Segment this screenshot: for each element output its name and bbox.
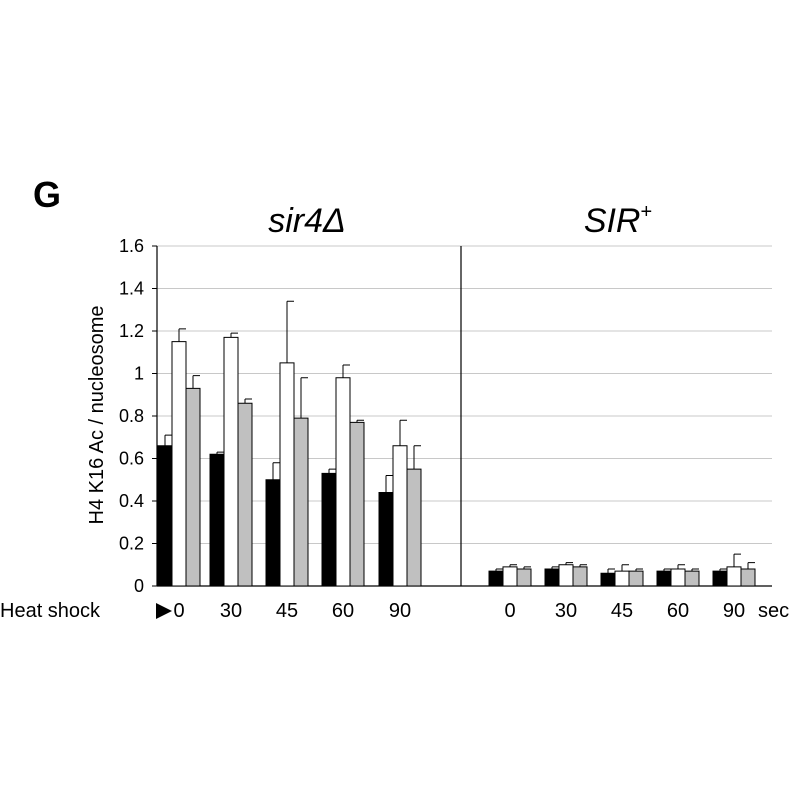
panel-title-sir-plus: SIR+ <box>584 201 652 240</box>
y-tick-label: 0.4 <box>119 491 144 511</box>
heat-shock-label: Heat shock <box>0 600 101 622</box>
category-label: 30 <box>555 600 577 622</box>
bar <box>628 570 644 587</box>
bar <box>726 566 742 587</box>
panel-title-sir4: sir4Δ <box>268 202 346 240</box>
category-label: 30 <box>220 600 242 622</box>
bar <box>335 377 351 587</box>
bar <box>209 453 225 587</box>
bar <box>185 387 201 587</box>
bar <box>265 479 281 587</box>
y-tick-label: 0.8 <box>119 406 144 426</box>
category-label: 0 <box>173 600 184 622</box>
category-label: 0 <box>504 600 515 622</box>
category-label: 90 <box>389 600 411 622</box>
bar <box>670 568 686 587</box>
category-labels: 0 30 45 60 90 0 30 45 60 90 <box>173 600 745 622</box>
bar <box>293 417 309 587</box>
bar <box>392 445 408 587</box>
bar <box>157 445 173 587</box>
bar <box>237 402 253 587</box>
bar <box>488 570 504 587</box>
bar <box>656 570 672 587</box>
bar <box>223 336 239 587</box>
bar <box>516 568 532 587</box>
category-label: 60 <box>332 600 354 622</box>
y-tick-label: 1 <box>134 364 144 384</box>
category-label: 45 <box>611 600 633 622</box>
unit-label: sec <box>758 600 789 622</box>
panel-letter: G <box>33 174 61 215</box>
bar <box>544 568 560 587</box>
bars <box>157 300 756 587</box>
play-arrow-icon <box>156 603 172 619</box>
bar <box>279 362 295 587</box>
bar <box>740 568 756 587</box>
y-tick-label: 0.6 <box>119 449 144 469</box>
y-tick-label: 0.2 <box>119 534 144 554</box>
category-label: 45 <box>276 600 298 622</box>
y-axis-ticks: 0 0.2 0.4 0.6 0.8 1 1.2 1.4 1.6 <box>119 236 144 596</box>
bar <box>614 570 630 587</box>
bar <box>406 468 422 587</box>
category-label: 90 <box>723 600 745 622</box>
bar <box>712 570 728 587</box>
y-axis-label: H4 K16 Ac / nucleosome <box>86 305 108 524</box>
y-tick-label: 1.2 <box>119 321 144 341</box>
bar <box>171 341 187 587</box>
bar <box>558 564 574 587</box>
bar <box>349 421 365 587</box>
y-tick-label: 0 <box>134 576 144 596</box>
gridlines <box>157 245 772 544</box>
bar <box>378 492 394 587</box>
bar <box>684 570 700 587</box>
category-label: 60 <box>667 600 689 622</box>
bar <box>502 566 518 587</box>
y-tick-label: 1.6 <box>119 236 144 256</box>
bar <box>600 572 616 587</box>
y-tick-label: 1.4 <box>119 279 144 299</box>
bar <box>321 472 337 587</box>
bar <box>572 566 588 587</box>
